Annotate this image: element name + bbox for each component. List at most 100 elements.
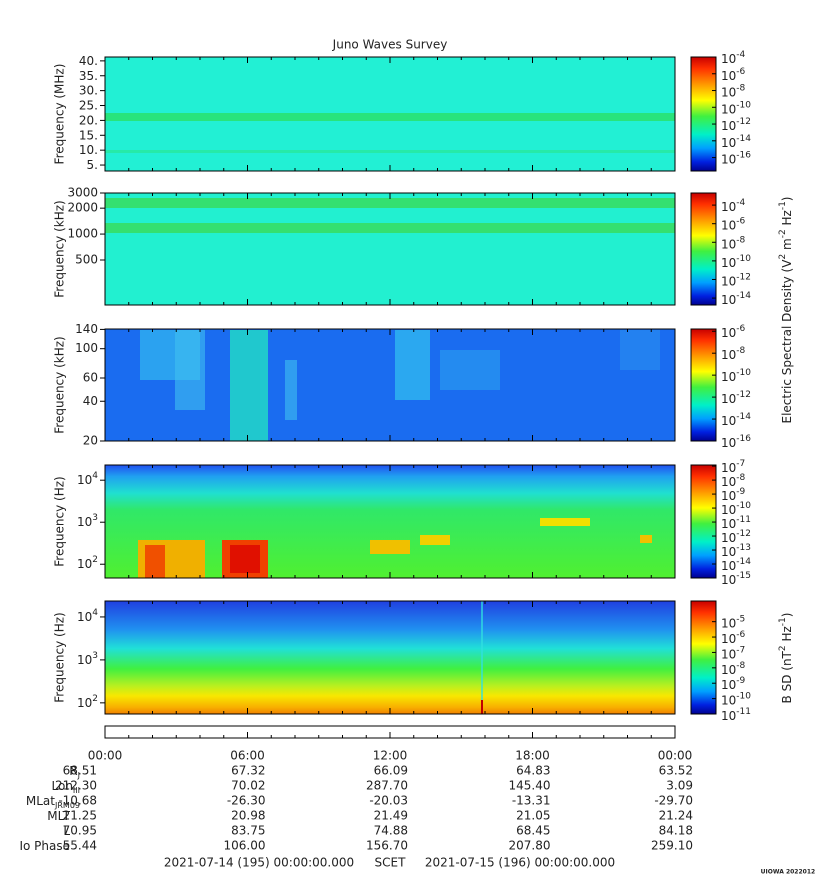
colorbar-tick-label-exponent: -16 [736,434,751,444]
ephemeris-value: 207.80 [509,839,551,853]
colorbar-tick-label-base: 10 [721,218,736,232]
colorbar-tick-label-base: 10 [721,85,736,99]
y-tick-label: 25. [79,98,98,112]
colorbar-tick-label-exponent: -14 [736,133,751,143]
y-tick-label-base: 10. [79,143,98,157]
colorbar-tick-label-base: 10 [721,274,736,288]
colorbar-tick-label-base: 10 [721,489,736,503]
y-tick-label-base: 10 [77,473,92,487]
emission-line [481,601,483,714]
ephemeris-value: 20.98 [231,809,265,823]
ephemeris-value: 287.70 [366,779,408,793]
ephemeris-value: 67.32 [231,764,265,778]
ephemeris-name: LonIII [52,779,81,795]
colorbar-tick-label: 10-8 [721,346,746,362]
emission-patch [230,545,260,573]
colorbar-tick-label: 10-10 [721,368,751,384]
time-tick-label: 06:00 [230,749,265,763]
colorbar-tick-label: 10-11 [721,707,751,723]
ephemeris-value: 212.30 [55,779,97,793]
colorbar-tick-label-base: 10 [721,436,736,450]
colorbar-tick-label-base: 10 [721,392,736,406]
colorbar-tick-label-base: 10 [721,693,736,707]
y-tick-label-base: 30. [79,83,98,97]
colorbar-tick-label-base: 10 [721,678,736,692]
colorbar-tick-label-base: 10 [721,531,736,545]
emission-patch [145,545,165,578]
ephemeris-value: 68.45 [516,824,550,838]
colorbar-tick-label: 10-8 [721,235,746,251]
colorbar-tick-label-base: 10 [721,461,736,475]
colorbar-tick-label-base: 10 [721,326,736,340]
colorbar-title-exponent: -2 [778,229,788,238]
colorbar-title-part: ) [780,196,794,201]
ephemeris-value: 74.88 [374,824,408,838]
colorbar-tick-label: 10-4 [721,50,746,66]
colorbar-title-exponent: 2 [778,254,788,260]
colorbar-tick-label-base: 10 [721,237,736,251]
colorbar-tick-label: 10-10 [721,100,751,116]
y-tick-label-exponent: 4 [92,607,98,617]
y-tick-label: 40 [83,394,98,408]
y-tick-label: 2000 [67,201,98,215]
ephemeris-name-base: L [63,824,70,838]
colorbar [690,328,717,442]
y-tick-label-base: 20. [79,113,98,127]
colorbar-tick-label-exponent: -12 [736,117,751,127]
ephemeris-value: 21.05 [516,809,550,823]
colorbar-tick-label-exponent: -6 [736,630,745,640]
title: Juno Waves Survey [332,38,448,52]
colorbar-title: Electric Spectral Density (V2 m-2 Hz-1) [778,196,794,423]
colorbar-tick-label: 10-8 [721,83,746,99]
ephemeris-value: 259.10 [651,839,693,853]
y-axis-label: Frequency (kHz) [53,336,67,433]
colorbar-tick-label-base: 10 [721,119,736,133]
y-tick-label: 20. [79,113,98,127]
colorbar-tick-label-exponent: -11 [736,707,751,717]
emission-patch [370,540,410,554]
y-tick-label: 5. [87,158,98,172]
colorbar-tick-label: 10-6 [721,216,746,232]
ephemeris-value: 3.09 [666,779,693,793]
ephemeris-value: 21.24 [659,809,693,823]
y-tick-label-exponent: 2 [92,693,98,703]
colorbar-tick-label-exponent: -14 [736,412,751,422]
ephemeris-value: 68.51 [63,764,97,778]
ephemeris-value: 55.44 [63,839,97,853]
y-tick-label-exponent: 3 [92,513,98,523]
colorbar-tick-label-base: 10 [721,632,736,646]
colorbar-tick-label: 10-8 [721,473,746,489]
colorbar-tick-label-exponent: -14 [736,291,751,301]
y-tick-label: 60 [83,370,98,384]
ephemeris-name-base: MLat [26,794,55,808]
ephemeris-value: 70.02 [231,779,265,793]
y-tick-label: 30. [79,83,98,97]
colorbar-tick-label-exponent: -9 [736,676,745,686]
colorbar-title-part: Electric Spectral Density (V [780,259,794,424]
y-tick-label: 3000 [67,186,98,200]
colorbar-tick-label-exponent: -11 [736,515,751,525]
y-tick-label: 104 [77,471,98,487]
ephemeris-subscript: III [73,786,80,795]
colorbar-tick-label: 10-9 [721,676,746,692]
time-tick-label: 00:00 [658,749,693,763]
colorbar [690,600,717,715]
y-tick-label-exponent: 4 [92,471,98,481]
ephemeris-value: 84.18 [659,824,693,838]
emission-patch [640,535,652,543]
y-axis-label: Frequency (MHz) [53,64,67,165]
colorbar-tick-label: 10-6 [721,630,746,646]
colorbar-tick-label-exponent: -6 [736,66,745,76]
y-tick-label: 104 [77,607,98,623]
emission-band [105,198,675,208]
ephemeris-name-base: Lon [52,779,73,793]
y-tick-label: 102 [77,555,98,571]
y-axis-label: Frequency (Hz) [53,612,67,703]
colorbar-tick-label-exponent: -16 [736,150,751,160]
colorbar-tick-label-exponent: -10 [736,100,751,110]
y-tick-label-base: 15. [79,128,98,142]
colorbar-tick-label: 10-9 [721,487,746,503]
colorbar [690,192,717,306]
colorbar-tick-label-base: 10 [721,647,736,661]
